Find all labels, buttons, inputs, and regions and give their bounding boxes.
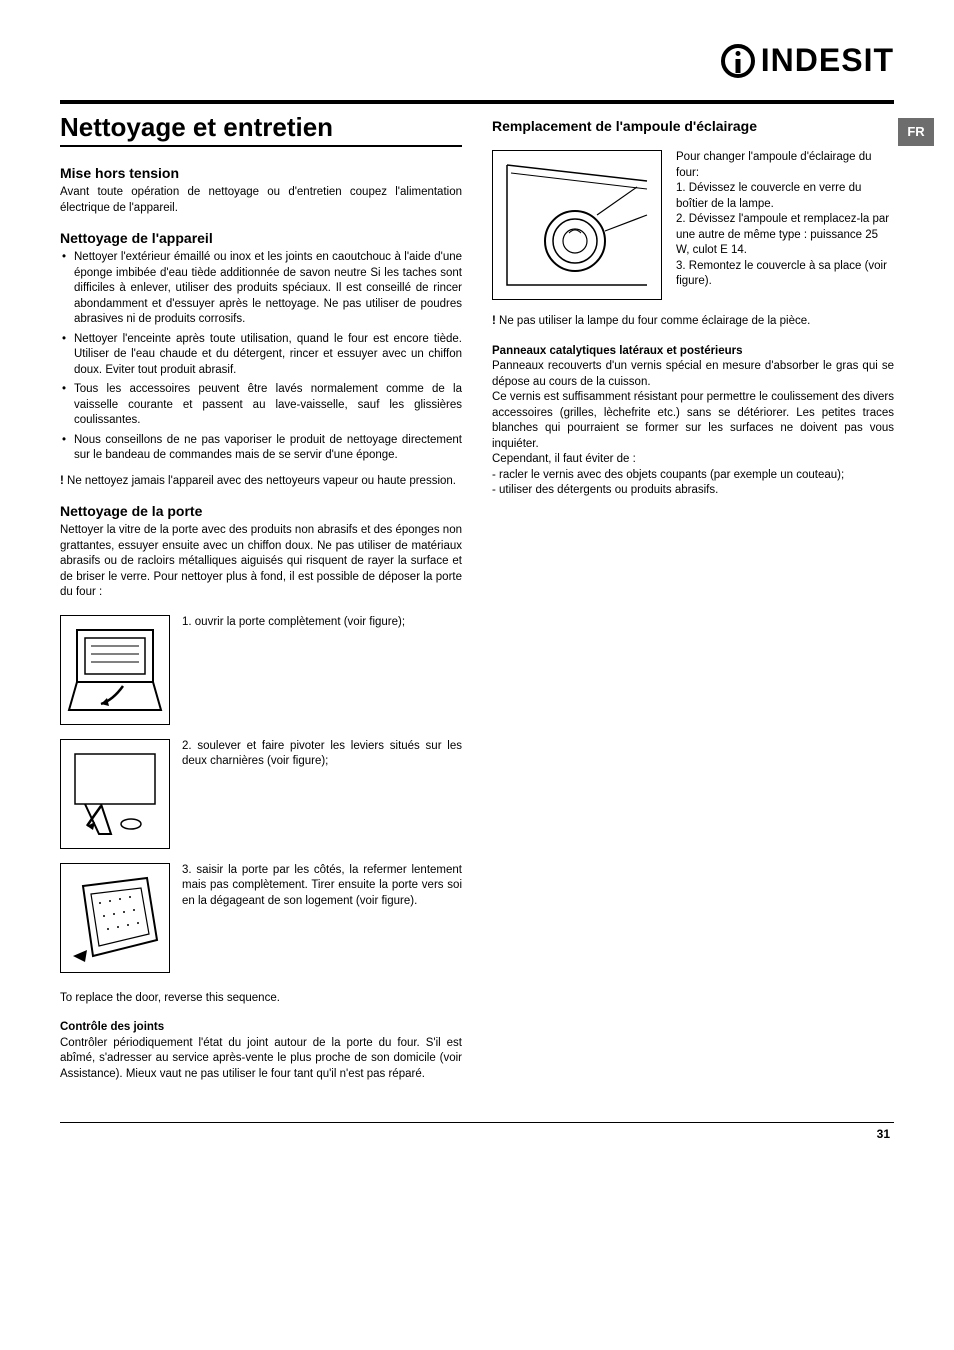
heading-door-clean: Nettoyage de la porte (60, 503, 462, 519)
heading-appliance-clean: Nettoyage de l'appareil (60, 230, 462, 246)
warning-text: Ne nettoyez jamais l'appareil avec des n… (64, 475, 456, 487)
door-remove-icon (65, 868, 165, 968)
step-1-text: 1. ouvrir la porte complètement (voir fi… (182, 615, 462, 631)
content-columns: Nettoyage et entretien Mise hors tension… (60, 112, 894, 1082)
right-column: Remplacement de l'ampoule d'éclairage Po… (492, 112, 894, 1082)
oven-open-icon (65, 620, 165, 720)
heading-bulb-replace: Remplacement de l'ampoule d'éclairage (492, 118, 894, 134)
bulb-step-3: 3. Remontez le couvercle à sa place (voi… (676, 260, 887, 288)
language-tab: FR (898, 118, 934, 146)
catalytic-avoid-1: - racler le vernis avec des objets coupa… (492, 468, 894, 484)
bulb-intro: Pour changer l'ampoule d'éclairage du fo… (676, 151, 872, 179)
step-3-text: 3. saisir la porte par les côtés, la ref… (182, 863, 462, 910)
list-item: Nettoyer l'enceinte après toute utilisat… (60, 332, 462, 379)
catalytic-p3: Cependant, il faut éviter de : (492, 452, 894, 468)
header-rule (60, 100, 894, 104)
brand-logo-icon (721, 44, 755, 78)
page-title: Nettoyage et entretien (60, 112, 462, 147)
warning-steam: ! Ne nettoyez jamais l'appareil avec des… (60, 474, 462, 490)
step-1-row: 1. ouvrir la porte complètement (voir fi… (60, 615, 462, 725)
left-column: Nettoyage et entretien Mise hors tension… (60, 112, 462, 1082)
step-2-text: 2. soulever et faire pivoter les leviers… (182, 739, 462, 770)
list-item: Tous les accessoires peuvent être lavés … (60, 382, 462, 429)
heading-power-off: Mise hors tension (60, 165, 462, 181)
bulb-socket-icon (497, 155, 657, 295)
list-item: Nettoyer l'extérieur émaillé ou inox et … (60, 250, 462, 328)
figure-step-2 (60, 739, 170, 849)
heading-catalytic: Panneaux catalytiques latéraux et postér… (492, 344, 894, 360)
bulb-step-2: 2. Dévissez l'ampoule et remplacez-la pa… (676, 213, 889, 256)
list-item: Nous conseillons de ne pas vaporiser le … (60, 433, 462, 464)
figure-step-3 (60, 863, 170, 973)
step-2-row: 2. soulever et faire pivoter les leviers… (60, 739, 462, 849)
appliance-clean-list: Nettoyer l'extérieur émaillé ou inox et … (60, 250, 462, 464)
catalytic-p2: Ce vernis est suffisamment résistant pou… (492, 390, 894, 452)
warning-lamp: ! Ne pas utiliser la lampe du four comme… (492, 314, 894, 330)
bulb-row: Pour changer l'ampoule d'éclairage du fo… (492, 150, 894, 300)
text-seal-check: Contrôler périodiquement l'état du joint… (60, 1036, 462, 1083)
footer-rule (60, 1122, 894, 1123)
figure-step-1 (60, 615, 170, 725)
catalytic-avoid-2: - utiliser des détergents ou produits ab… (492, 483, 894, 499)
heading-seal-check: Contrôle des joints (60, 1020, 462, 1036)
brand-header: INDESIT (60, 40, 894, 90)
brand-name: INDESIT (761, 42, 894, 78)
bulb-steps: Pour changer l'ampoule d'éclairage du fo… (676, 150, 894, 300)
brand-logo: INDESIT (721, 40, 894, 79)
catalytic-p1: Panneaux recouverts d'un vernis spécial … (492, 359, 894, 390)
page-number: 31 (60, 1127, 894, 1141)
bulb-step-1: 1. Dévissez le couvercle en verre du boî… (676, 182, 861, 210)
text-door-clean: Nettoyer la vitre de la porte avec des p… (60, 523, 462, 601)
step-3-row: 3. saisir la porte par les côtés, la ref… (60, 863, 462, 973)
text-power-off: Avant toute opération de nettoyage ou d'… (60, 185, 462, 216)
figure-bulb (492, 150, 662, 300)
hinge-lever-icon (65, 744, 165, 844)
warning-lamp-text: Ne pas utiliser la lampe du four comme é… (496, 315, 811, 327)
replace-sequence-text: To replace the door, reverse this sequen… (60, 991, 462, 1007)
